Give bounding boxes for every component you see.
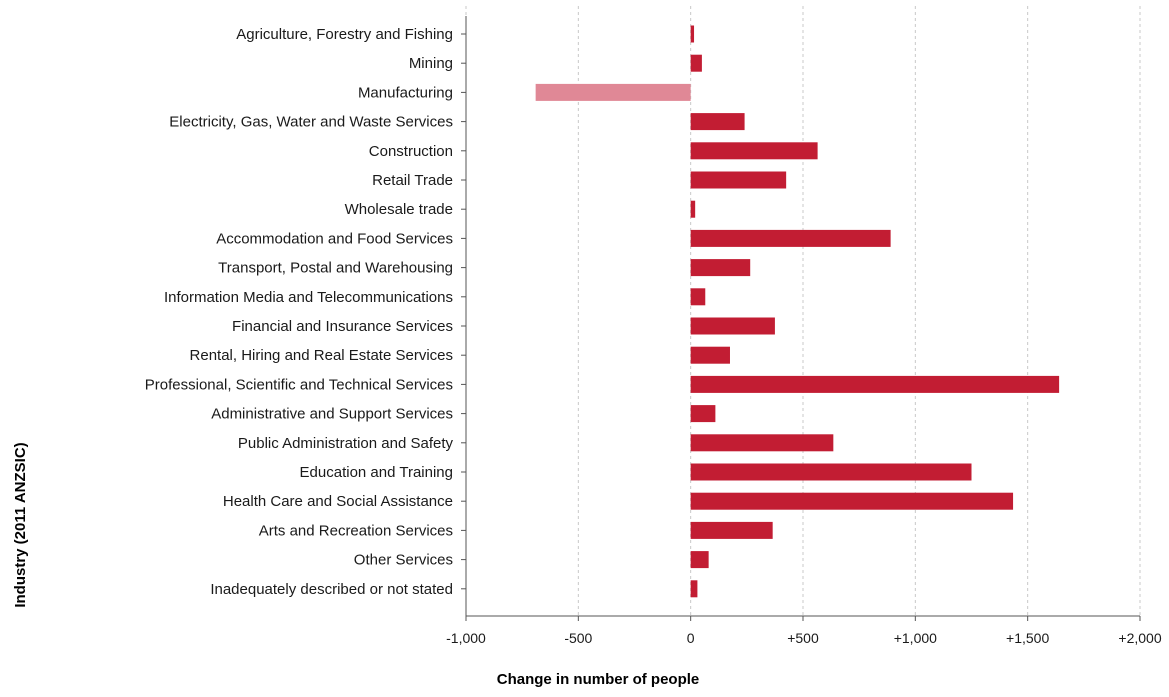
x-tick-label: +1,500 <box>1006 630 1049 646</box>
category-label: Inadequately described or not stated <box>210 581 453 598</box>
bar <box>690 551 709 569</box>
category-label: Arts and Recreation Services <box>259 522 453 539</box>
x-tick-label: +1,000 <box>894 630 937 646</box>
category-label: Electricity, Gas, Water and Waste Servic… <box>169 114 453 131</box>
bar <box>690 434 834 452</box>
category-labels: Agriculture, Forestry and Fishing Mining M… <box>145 26 454 598</box>
category-label: Wholesale trade <box>345 201 453 218</box>
category-label: Mining <box>409 55 453 72</box>
category-label: Health Care and Social Assistance <box>223 493 453 510</box>
bars <box>535 25 1060 598</box>
category-label: Retail Trade <box>372 172 453 189</box>
category-label: Construction <box>369 143 453 160</box>
bar <box>690 580 698 598</box>
x-axis-title: Change in number of people <box>497 671 700 688</box>
bar <box>690 54 702 72</box>
category-label: Information Media and Telecommunications <box>164 289 453 306</box>
category-label: Transport, Postal and Warehousing <box>218 260 453 277</box>
x-tick-label: 0 <box>687 630 695 646</box>
category-label: Professional, Scientific and Technical S… <box>145 376 453 393</box>
bar <box>690 142 818 160</box>
x-tick-label: +2,000 <box>1118 630 1161 646</box>
bar <box>690 346 730 364</box>
bar <box>690 229 891 247</box>
category-label: Education and Training <box>300 464 453 481</box>
bar <box>535 83 691 101</box>
bar <box>690 317 775 335</box>
bar <box>690 521 773 539</box>
bar <box>690 171 787 189</box>
bar <box>690 113 745 131</box>
bar <box>690 463 972 481</box>
category-label: Agriculture, Forestry and Fishing <box>236 26 453 43</box>
category-label: Rental, Hiring and Real Estate Services <box>190 347 453 364</box>
category-label: Accommodation and Food Services <box>216 230 453 247</box>
bar <box>690 405 716 423</box>
y-axis-title: Industry (2011 ANZSIC) <box>12 442 29 607</box>
category-label: Public Administration and Safety <box>238 435 454 452</box>
category-label: Financial and Insurance Services <box>232 318 453 335</box>
x-tick-label: -500 <box>564 630 592 646</box>
category-label: Manufacturing <box>358 84 453 101</box>
category-label: Administrative and Support Services <box>211 406 453 423</box>
bar <box>690 200 696 218</box>
bar <box>690 375 1060 393</box>
category-label: Other Services <box>354 552 453 569</box>
bar <box>690 492 1014 510</box>
x-tick-label: +500 <box>787 630 819 646</box>
axes: -1,000 -500 0 +500 +1,000 +1,500 +2,000 <box>446 16 1162 646</box>
bar <box>690 259 751 277</box>
bar <box>690 25 695 43</box>
x-tick-label: -1,000 <box>446 630 486 646</box>
bar <box>690 288 706 306</box>
